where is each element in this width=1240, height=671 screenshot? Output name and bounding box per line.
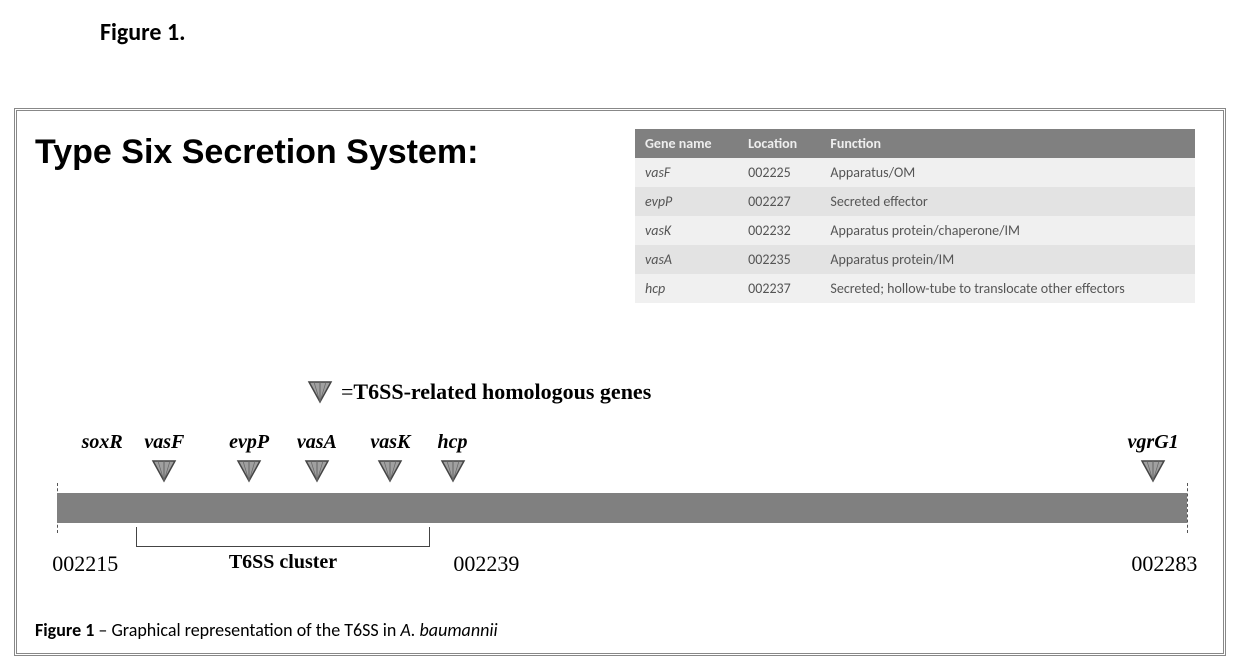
table-cell: hcp (635, 274, 738, 303)
gene-marker-evpP (236, 459, 262, 488)
cluster-label: T6SS cluster (229, 551, 337, 574)
gene-marker-vasK (377, 459, 403, 488)
table-cell: 002237 (738, 274, 820, 303)
cluster-bracket (136, 527, 430, 547)
gene-label-hcp: hcp (438, 431, 468, 454)
table-cell: 002232 (738, 216, 820, 245)
table-cell: Secreted effector (820, 187, 1195, 216)
gene-marker-hcp (440, 459, 466, 488)
table-cell: 002227 (738, 187, 820, 216)
genome-bar (57, 493, 1187, 523)
table-header-row: Gene name Location Function (635, 129, 1195, 158)
table-cell: Secreted; hollow-tube to translocate oth… (820, 274, 1195, 303)
legend-text: T6SS-related homologous genes (353, 379, 651, 405)
gene-label-evpP: evpP (229, 431, 269, 454)
main-title: Type Six Secretion System: (35, 133, 478, 172)
caption-prefix: Figure 1 (35, 619, 94, 641)
coord-002215: 002215 (52, 551, 118, 577)
caption-text: Graphical representation of the T6SS in (111, 619, 400, 641)
table-row: vasA002235Apparatus protein/IM (635, 245, 1195, 274)
gene-marker-vgrG1 (1140, 459, 1166, 488)
table-cell: Apparatus protein/chaperone/IM (820, 216, 1195, 245)
coord-002283: 002283 (1131, 551, 1197, 577)
triangle-icon (307, 380, 333, 404)
table-cell: vasA (635, 245, 738, 274)
caption-dash: – (94, 619, 111, 641)
gene-label-vasK: vasK (370, 431, 410, 454)
table-cell: Apparatus/OM (820, 158, 1195, 187)
table-cell: vasK (635, 216, 738, 245)
figure-frame: Type Six Secretion System: Gene name Loc… (14, 108, 1226, 656)
table-cell: evpP (635, 187, 738, 216)
gene-label-vgrG1: vgrG1 (1128, 431, 1179, 454)
table-row: hcp002237Secreted; hollow-tube to transl… (635, 274, 1195, 303)
gene-label-soxR: soxR (82, 431, 123, 454)
caption-species: A. baumannii (400, 619, 497, 641)
gene-marker-vasA (304, 459, 330, 488)
gene-table: Gene name Location Function vasF002225Ap… (635, 129, 1195, 303)
th-gene-name: Gene name (635, 129, 738, 158)
gene-label-vasF: vasF (144, 431, 184, 454)
table-cell: Apparatus protein/IM (820, 245, 1195, 274)
table-cell: 002235 (738, 245, 820, 274)
table-cell: vasF (635, 158, 738, 187)
legend-equals: = (341, 379, 353, 405)
legend: = T6SS-related homologous genes (307, 379, 651, 405)
figure-label: Figure 1. (100, 18, 186, 47)
table-row: evpP002227Secreted effector (635, 187, 1195, 216)
table-cell: 002225 (738, 158, 820, 187)
table-row: vasF002225Apparatus/OM (635, 158, 1195, 187)
caption: Figure 1 – Graphical representation of t… (35, 619, 498, 641)
th-function: Function (820, 129, 1195, 158)
table-row: vasK002232Apparatus protein/chaperone/IM (635, 216, 1195, 245)
tick (1187, 483, 1188, 533)
coord-002239: 002239 (453, 551, 519, 577)
gene-label-vasA: vasA (297, 431, 337, 454)
th-location: Location (738, 129, 820, 158)
gene-diagram: soxR vasF evpP vasA vasK hcp vgrG1 T6SS cluste… (57, 431, 1187, 591)
gene-marker-vasF (151, 459, 177, 488)
